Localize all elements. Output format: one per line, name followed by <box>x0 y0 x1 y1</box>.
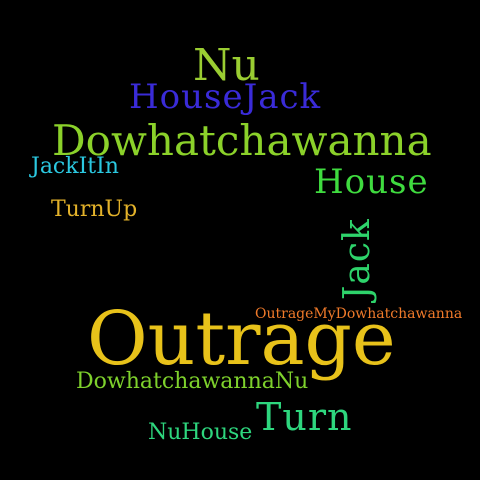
word-outragemydowhatchawanna: OutrageMyDowhatchawanna <box>255 306 463 322</box>
word-dowhatchawannanu: DowhatchawannaNu <box>76 369 309 394</box>
word-outrage: Outrage <box>87 296 396 382</box>
word-nu: Nu <box>193 40 260 91</box>
word-house: House <box>314 162 429 202</box>
word-dowhatchawanna: Dowhatchawanna <box>52 116 432 165</box>
word-turnup: TurnUp <box>51 197 138 222</box>
word-jack: Jack <box>337 218 378 300</box>
word-nuhouse: NuHouse <box>148 420 253 445</box>
word-jackitin: JackItIn <box>31 154 119 179</box>
word-turn: Turn <box>256 395 353 439</box>
word-housejack: HouseJack <box>129 77 322 117</box>
